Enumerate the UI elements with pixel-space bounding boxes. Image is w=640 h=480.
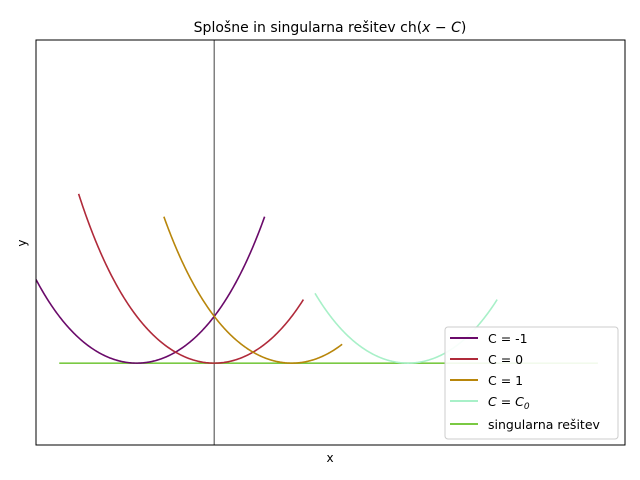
series-c-1-line xyxy=(163,216,343,364)
legend-label-c-0: C = 0 xyxy=(488,352,523,367)
legend-label-c-minus-1: C = -1 xyxy=(488,331,528,346)
chart-title: Splošne in singularna rešitev ch(x − C) xyxy=(194,20,467,36)
series-c-minus-1-line xyxy=(36,216,266,364)
legend-label-c-1: C = 1 xyxy=(488,373,523,388)
legend-label-singular: singularna rešitev xyxy=(488,417,601,432)
legend-frame xyxy=(444,326,619,440)
y-axis-label: y xyxy=(15,239,29,246)
legend: C = -1 C = 0 C = 1 C = C0 singularna reš… xyxy=(444,326,619,440)
plot-area xyxy=(36,40,598,445)
plot-frame xyxy=(35,39,626,446)
series-c-0-line xyxy=(77,193,305,364)
legend-label-c-c0: C = C0 xyxy=(488,394,530,412)
x-axis-label: x xyxy=(326,451,333,465)
